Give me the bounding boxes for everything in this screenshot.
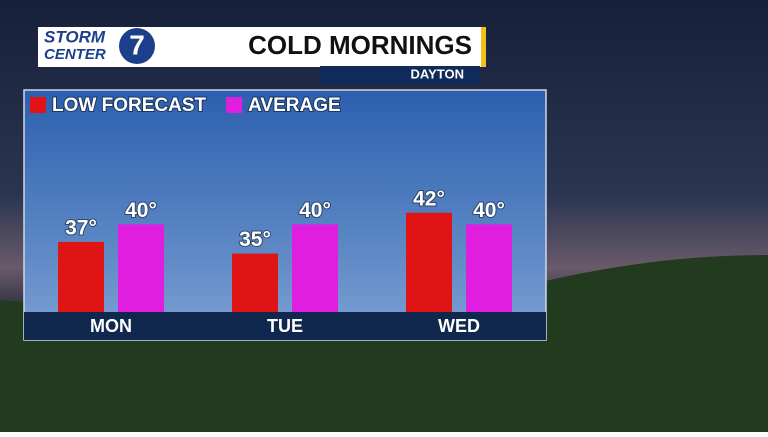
bar [232,253,278,312]
subtitle-strip [320,66,480,84]
bar [118,224,164,312]
field [0,255,768,432]
legend-swatch [30,97,46,113]
value-label: 40° [299,199,331,222]
chart-panel [23,89,547,341]
value-label: 42° [413,187,445,210]
bar [58,241,104,312]
logo-line2: CENTER [44,46,106,63]
legend-label: AVERAGE [248,95,341,116]
bar [466,224,512,312]
chart-subtitle: DAYTON [411,66,464,81]
value-label: 37° [65,216,97,239]
value-label: 35° [239,228,271,251]
logo-number: 7 [129,29,145,60]
banner-accent [481,27,486,67]
x-tick-label: TUE [267,316,303,336]
x-tick-label: MON [90,316,132,336]
legend-swatch [226,97,243,113]
x-tick-label: WED [438,316,480,336]
chart-title: COLD MORNINGS [248,30,472,60]
logo-circle [119,28,155,64]
value-label: 40° [125,199,157,222]
bar [406,212,452,312]
bar [292,224,338,312]
title-banner [38,27,485,67]
value-label: 40° [473,199,505,222]
legend-label: LOW FORECAST [52,95,206,116]
category-strip [24,312,546,340]
logo-line1: STORM [44,27,106,46]
